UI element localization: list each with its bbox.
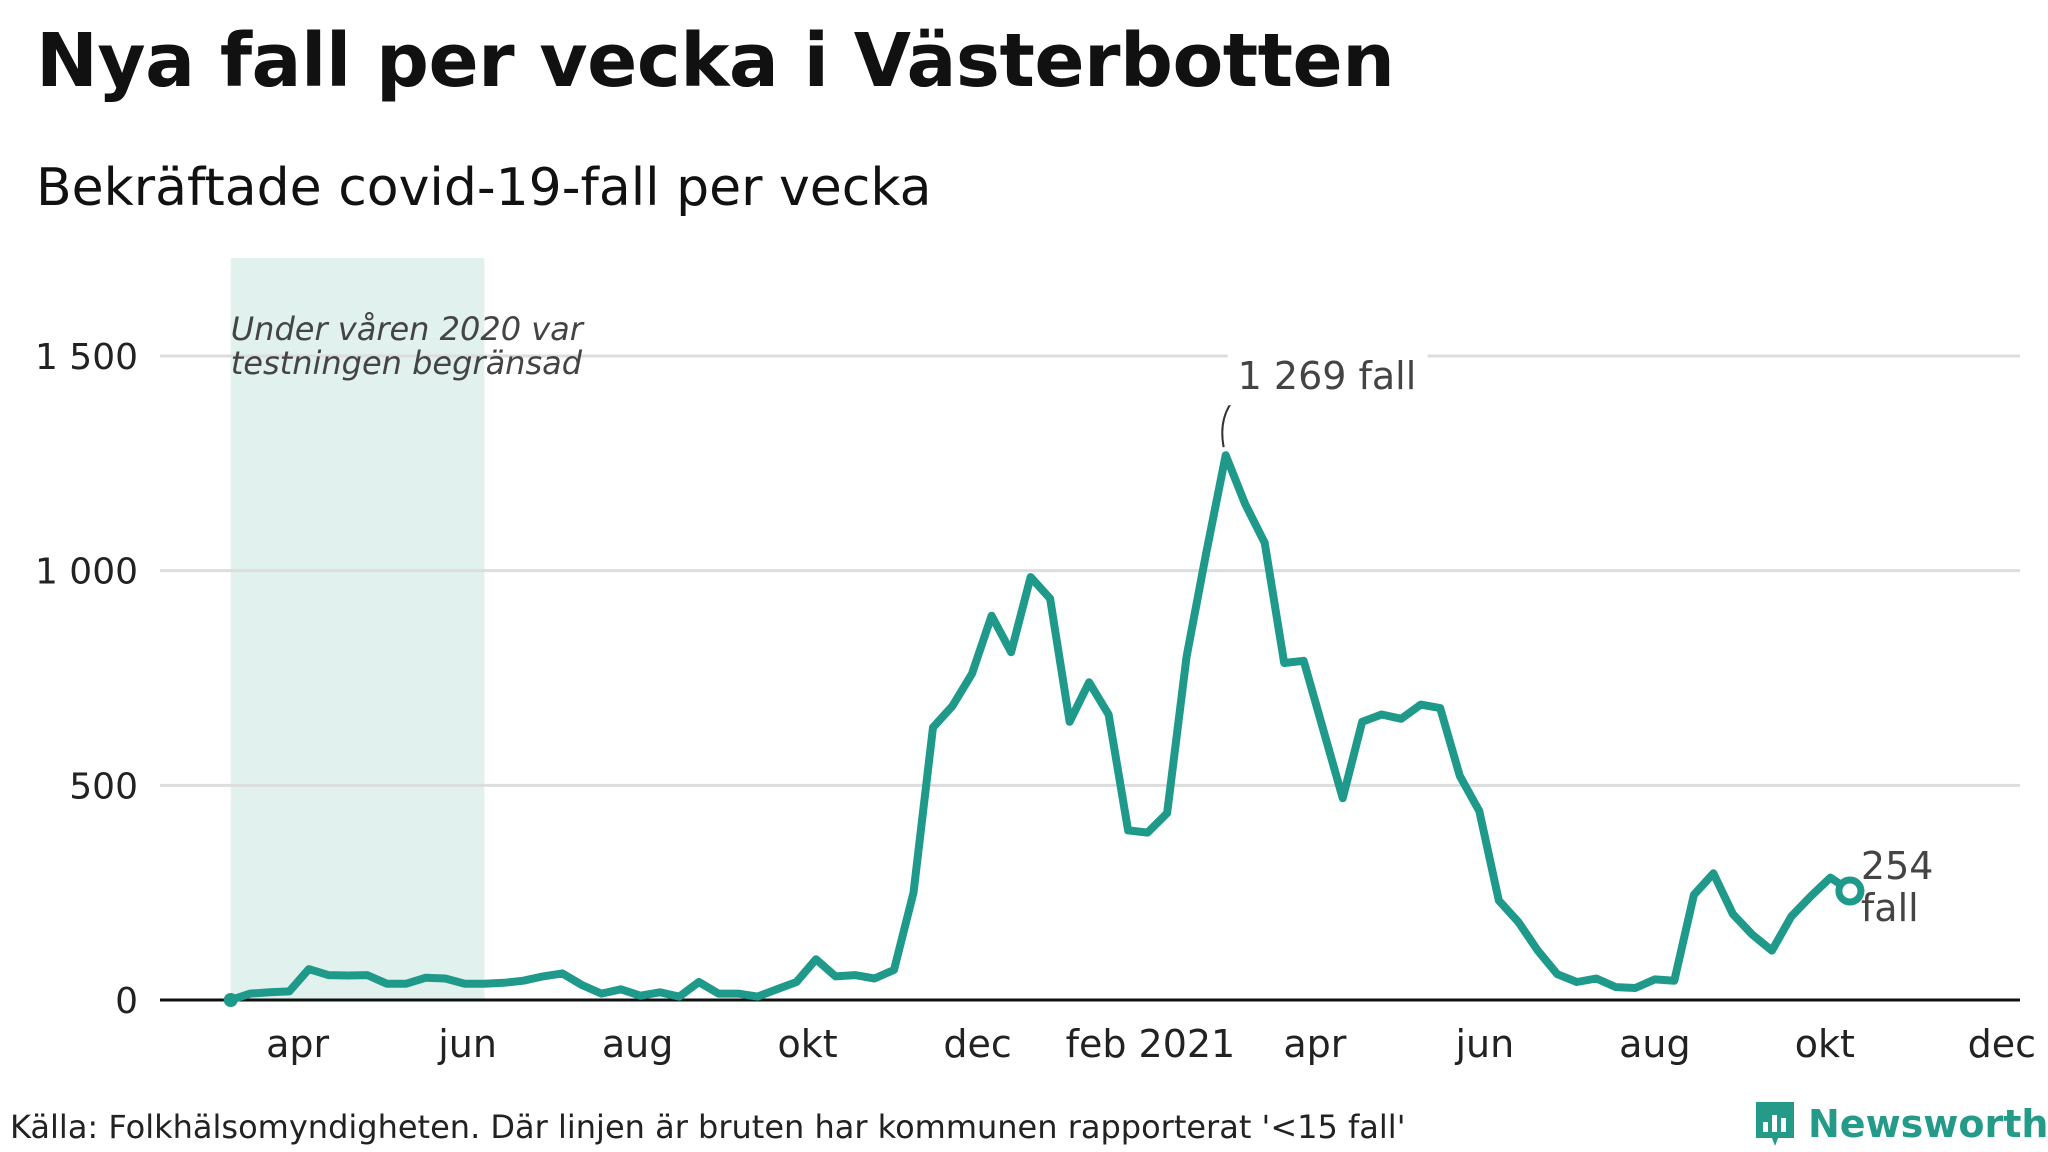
x-tick-label: dec xyxy=(1968,1022,2036,1066)
last-value-unit-label: fall xyxy=(1861,886,1919,930)
series-start-point xyxy=(223,993,238,1007)
series-line xyxy=(226,451,1854,1004)
y-tick-label: 500 xyxy=(69,766,138,807)
chart-title: Nya fall per vecka i Västerbotten xyxy=(36,18,1395,104)
y-axis: 0 500 1 000 1 500 xyxy=(35,337,138,1022)
newsworthy-logo-icon xyxy=(1756,1102,1794,1146)
x-tick-label: okt xyxy=(1795,1022,1855,1066)
peak-label-background xyxy=(1227,343,1428,406)
x-tick-label: okt xyxy=(778,1022,838,1066)
series-last-point xyxy=(1835,876,1865,906)
x-tick-label: jun xyxy=(437,1022,497,1066)
peak-callout-label: 1 269 fall xyxy=(1238,354,1417,398)
chart-subtitle: Bekräftade covid-19-fall per vecka xyxy=(36,158,932,218)
y-tick-label: 1 000 xyxy=(35,552,138,593)
y-tick-label: 0 xyxy=(115,981,138,1022)
last-value-label: 254 xyxy=(1861,844,1934,888)
x-tick-label: aug xyxy=(1619,1022,1691,1066)
grid-lines xyxy=(160,354,2020,787)
x-tick-label: jun xyxy=(1454,1022,1514,1066)
x-tick-label: dec xyxy=(943,1022,1011,1066)
shaded-region-note-line-2: testningen begränsad xyxy=(231,344,583,382)
x-tick-label: apr xyxy=(266,1022,329,1066)
source-note: Källa: Folkhälsomyndigheten. Där linjen … xyxy=(10,1108,1406,1146)
y-tick-label: 1 500 xyxy=(35,337,138,378)
x-tick-label: apr xyxy=(1283,1022,1346,1066)
shaded-region xyxy=(230,258,485,1000)
shaded-region-note-line-1: Under våren 2020 var xyxy=(231,310,585,348)
brand-logo: Newsworthy xyxy=(1752,1098,2048,1150)
x-tick-label: aug xyxy=(602,1022,674,1066)
brand-name: Newsworthy xyxy=(1808,1102,2048,1146)
x-axis: apr jun aug okt dec feb 2021 apr jun aug okt dec xyxy=(266,1022,2036,1066)
x-tick-label: feb 2021 xyxy=(1066,1022,1236,1066)
